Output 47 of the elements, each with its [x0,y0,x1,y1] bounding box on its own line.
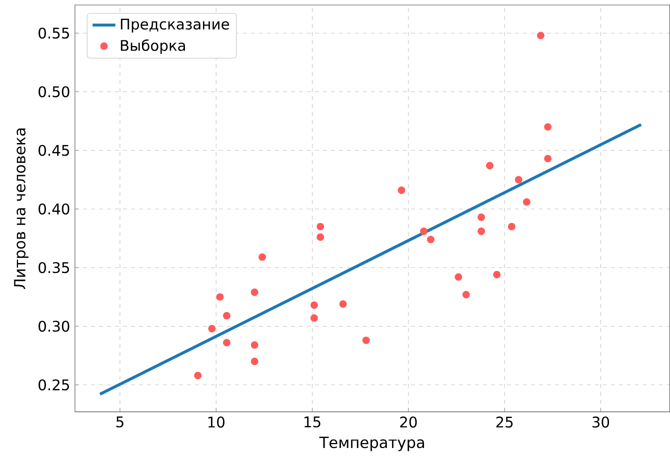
y-tick-label: 0.45 [38,144,69,156]
point [514,176,522,184]
point [208,324,216,332]
y-tick-label: 0.40 [38,204,70,215]
x-tick-label: 10 [208,416,224,428]
y-tick-label: 0.55 [38,28,69,39]
y-axis-title: Литров на человека [14,128,28,290]
point [310,314,318,322]
y-tick-label: 0.30 [38,320,70,332]
point [339,300,347,308]
y-tick-label: 0.25 [38,379,69,391]
point [544,154,552,162]
point [250,358,258,366]
point [216,293,224,301]
y-tick-label: 0.35 [38,262,69,274]
point [462,290,470,298]
point [486,162,494,170]
y-tick-label: 0.50 [38,86,70,98]
point [258,253,266,261]
x-tick-label: 15 [304,416,320,428]
point [222,339,230,346]
point [222,312,230,320]
point [478,228,486,236]
point [316,222,324,230]
point [362,336,370,344]
point [194,372,202,380]
point [493,271,501,278]
point [398,186,406,194]
x-tick-label: 20 [400,416,417,428]
legend-label: Предсказание [120,18,230,33]
point [544,123,552,131]
x-tick-label: 5 [116,416,124,428]
point [426,236,434,244]
point [250,288,258,296]
point [316,233,324,241]
x-axis-title: Температура [319,436,424,452]
point [536,32,544,40]
x-tick-label: 30 [592,416,610,428]
point [454,273,462,281]
point [310,301,318,309]
point [508,222,516,230]
point [420,228,428,236]
point [478,214,486,222]
legend-label: Выборка [120,40,185,54]
point [522,198,530,206]
point [250,341,258,349]
x-tick-label: 25 [496,416,513,428]
